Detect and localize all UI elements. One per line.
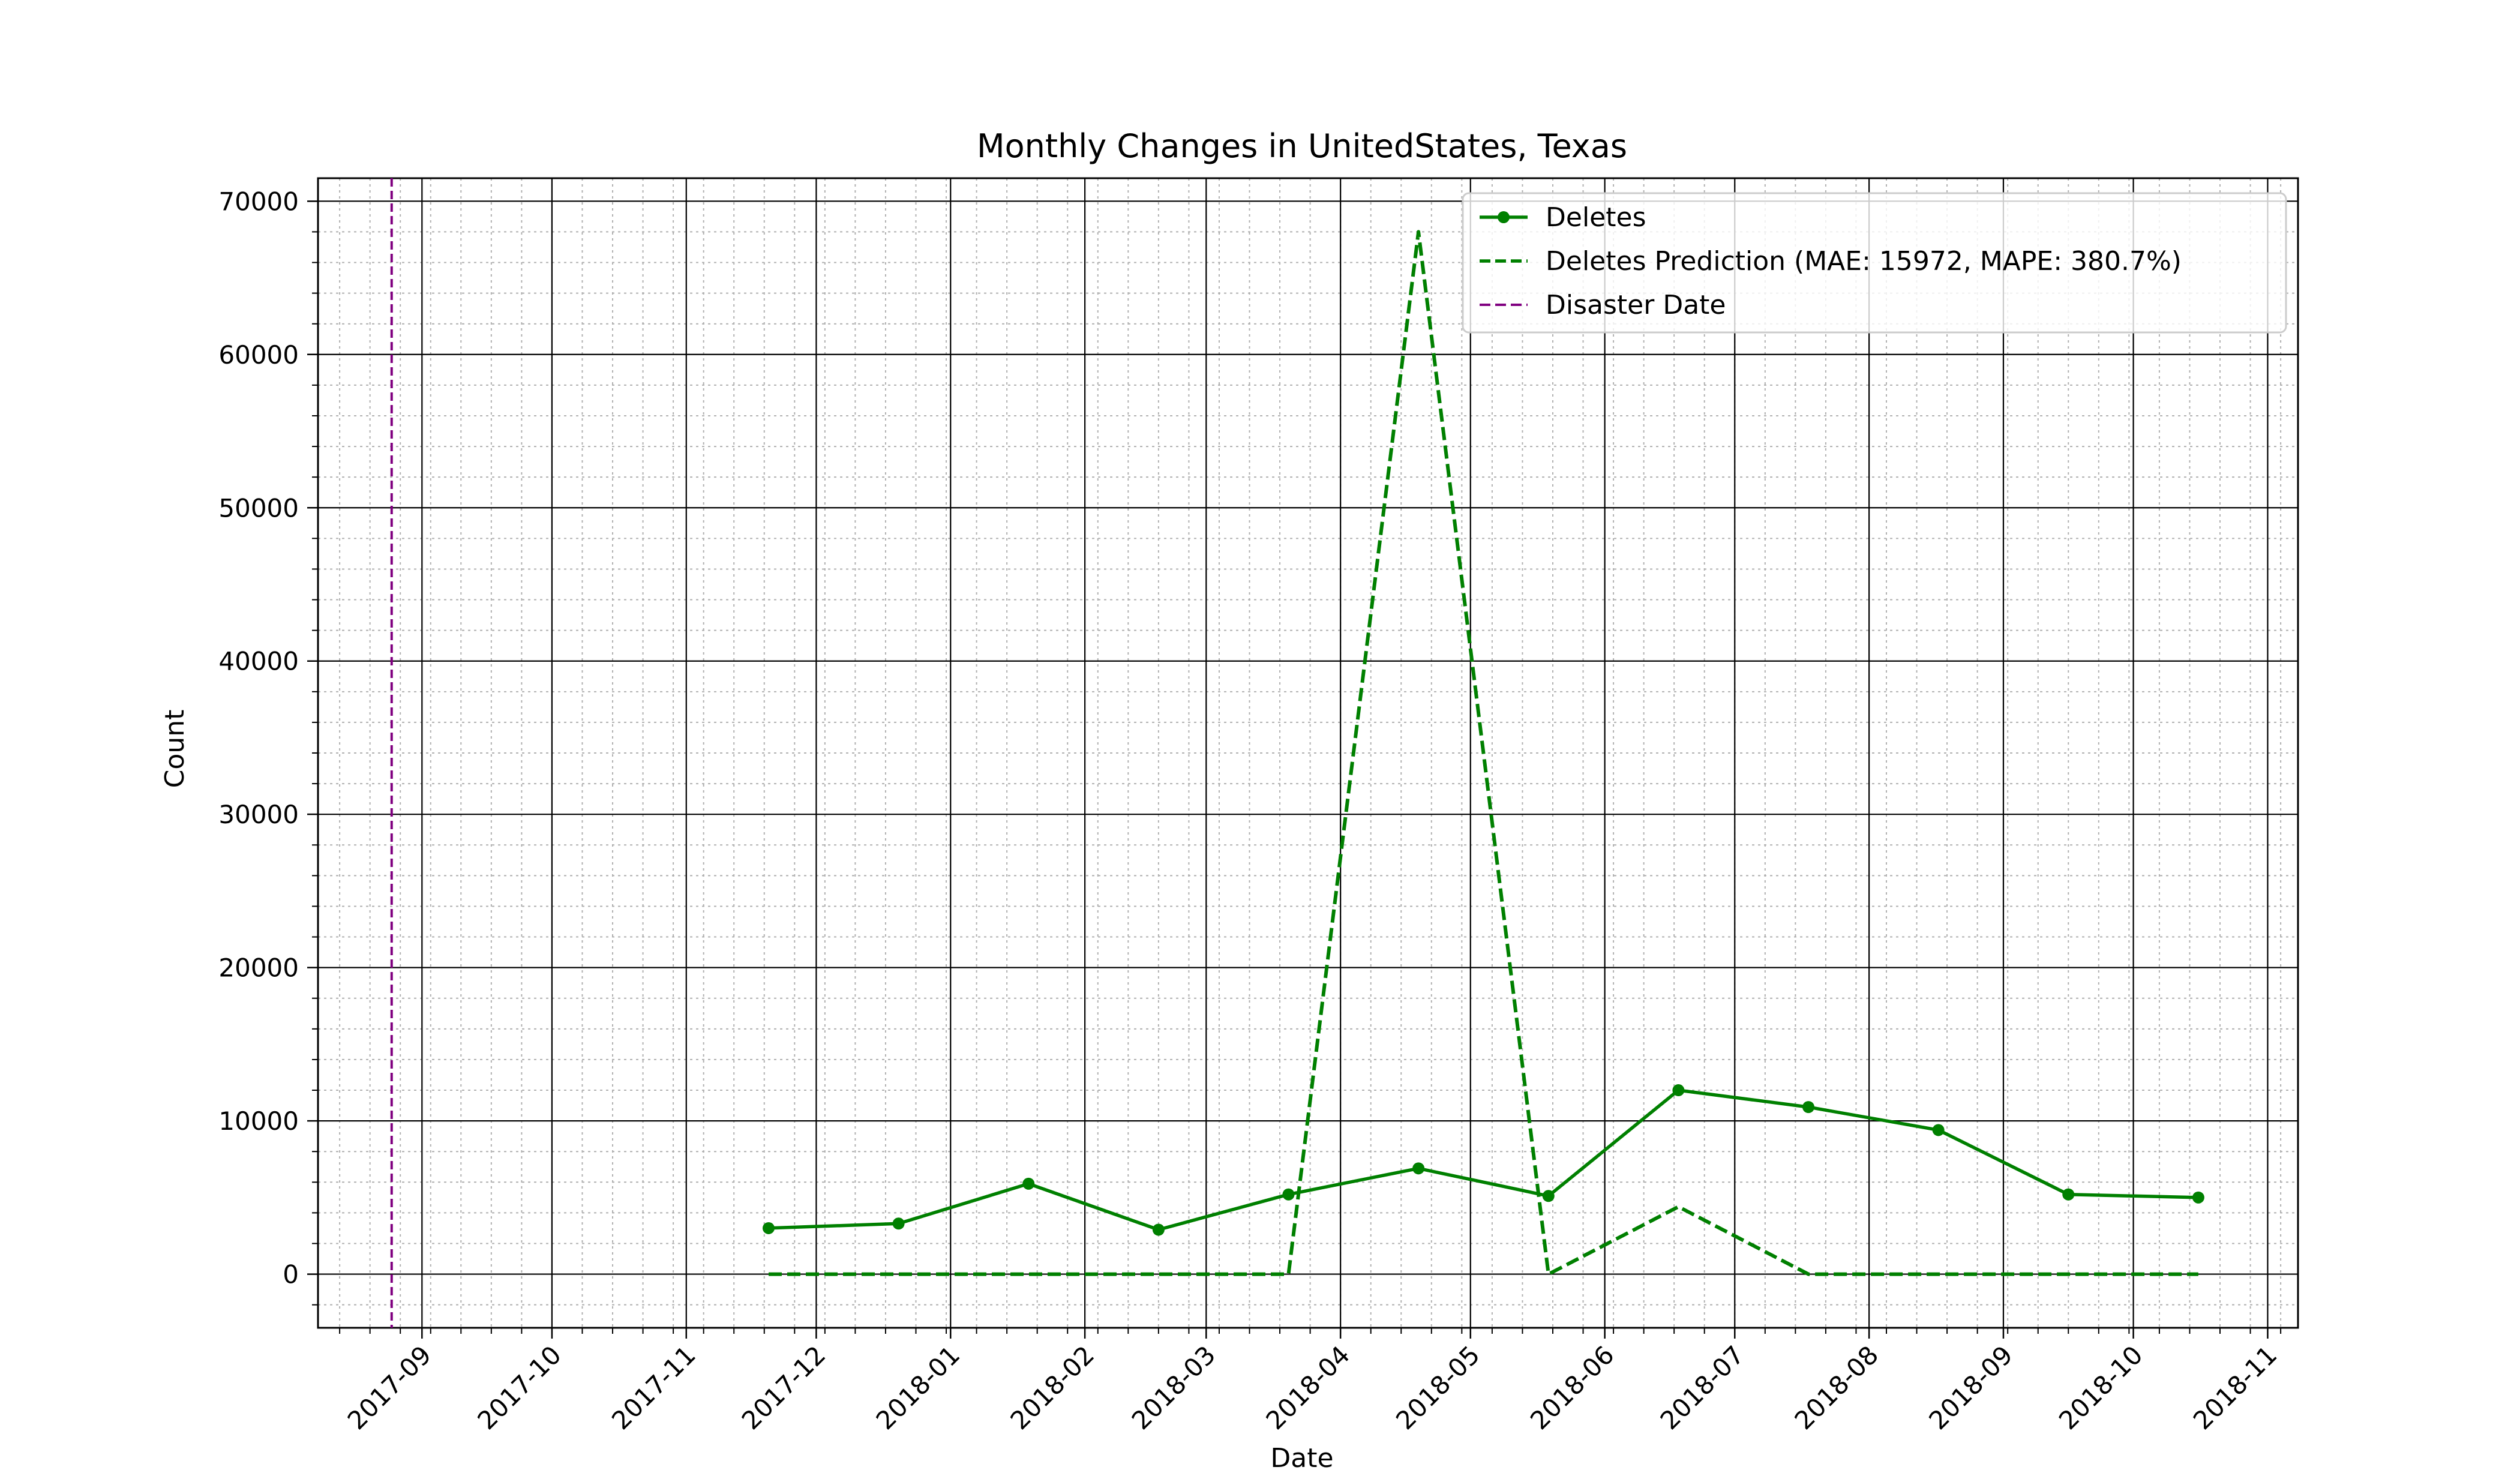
legend-label: Deletes	[1546, 202, 1646, 233]
deletes-point	[1672, 1084, 1685, 1097]
deletes-point	[1542, 1190, 1555, 1202]
legend-box	[1462, 192, 2287, 334]
deletes-point	[762, 1222, 775, 1234]
y-tick-label: 40000	[218, 647, 299, 676]
series	[390, 178, 2204, 1328]
deletes-point	[1022, 1177, 1035, 1190]
deletes-point	[2062, 1188, 2075, 1201]
legend-label: Disaster Date	[1546, 290, 1726, 320]
deletes-point	[2192, 1191, 2204, 1204]
y-tick-label: 20000	[218, 953, 299, 983]
deletes-point	[892, 1217, 905, 1230]
y-tick-label: 60000	[218, 340, 299, 370]
y-axis-label: Count	[160, 710, 190, 788]
deletes-point	[1282, 1188, 1295, 1201]
y-tick-label: 0	[283, 1260, 299, 1289]
deletes-point	[1412, 1162, 1425, 1175]
deletes-point	[1802, 1101, 1815, 1114]
deletes-point	[1932, 1124, 1945, 1136]
y-tick-label: 50000	[218, 493, 299, 523]
chart-title: Monthly Changes in UnitedStates, Texas	[977, 127, 1627, 165]
legend: Deletes Deletes Prediction (MAE: 15972, M…	[1462, 192, 2287, 334]
plot-frame	[317, 177, 2299, 1329]
y-tick-label: 70000	[218, 187, 299, 216]
x-axis-label: Date	[1270, 1443, 1333, 1470]
grid	[318, 178, 2298, 1328]
deletes-point	[1152, 1223, 1165, 1236]
y-tick-label: 10000	[218, 1106, 299, 1136]
legend-label: Deletes Prediction (MAE: 15972, MAPE: 38…	[1546, 246, 2182, 277]
deletes-prediction-line	[769, 230, 2198, 1276]
y-tick-label: 30000	[218, 800, 299, 829]
deletes-line	[768, 1088, 2198, 1232]
legend-marker	[1498, 211, 1510, 223]
